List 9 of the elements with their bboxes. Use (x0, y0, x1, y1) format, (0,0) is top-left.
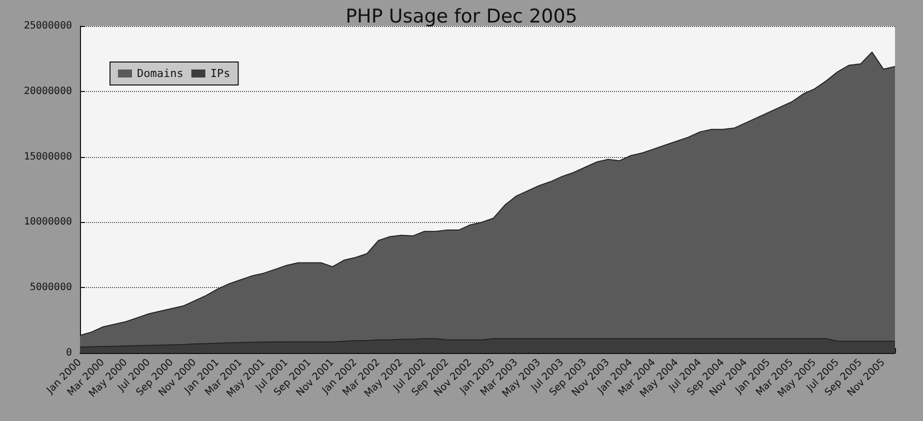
y-tick-label: 20000000 (24, 86, 72, 97)
legend-label: Domains (137, 67, 184, 80)
y-tick-label: 5000000 (30, 282, 72, 294)
y-tick-label: 0 (66, 348, 72, 358)
y-tick-label: 10000000 (24, 216, 72, 228)
y-tick-label: 15000000 (24, 151, 72, 162)
legend-label: IPs (210, 67, 230, 80)
y-tick-label: 25000000 (24, 20, 72, 32)
chart-title: PHP Usage for Dec 2005 (346, 6, 578, 28)
